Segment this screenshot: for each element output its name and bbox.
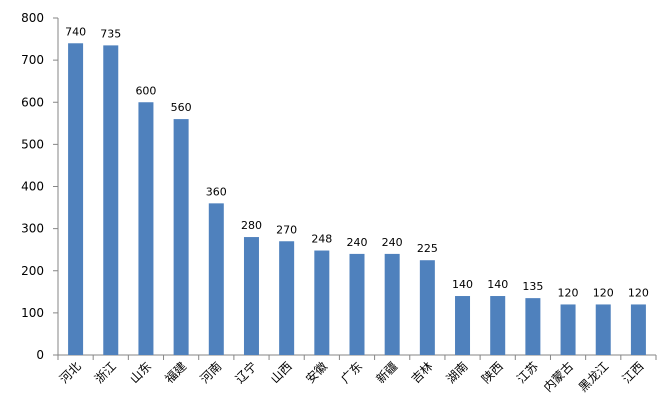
y-axis: 0 100 200 300 400 500 600 700 800: [21, 11, 59, 362]
data-label: 225: [417, 242, 438, 255]
category-labels: 河北 浙江 山东 福建 河南 辽宁 山西 安徽 广东 新疆 吉林 湖南 陕西 江苏 内蒙古 黑龙江 江西: [57, 359, 647, 395]
category-label: 安徽: [302, 359, 330, 387]
bar: [208, 203, 224, 355]
bar: [490, 296, 506, 355]
y-tick-label: 400: [21, 180, 44, 194]
category-label: 山东: [127, 359, 154, 386]
category-label: 浙江: [92, 359, 119, 386]
data-label: 560: [171, 101, 192, 114]
bar: [314, 250, 330, 355]
bar: [243, 237, 259, 355]
data-label: 240: [347, 236, 368, 249]
y-tick-label: 700: [21, 53, 44, 67]
y-tick-label: 800: [21, 11, 44, 25]
bar: [68, 43, 84, 356]
bar: [595, 304, 611, 355]
data-label: 120: [593, 286, 614, 299]
category-label: 辽宁: [232, 359, 260, 387]
data-label: 135: [522, 280, 543, 293]
bar: [455, 296, 471, 355]
data-label: 120: [558, 286, 579, 299]
bars: [68, 43, 646, 356]
data-label: 120: [628, 286, 649, 299]
bar: [419, 260, 435, 355]
category-label: 河南: [197, 359, 225, 387]
category-label: 山西: [268, 359, 295, 386]
y-tick-label: 300: [21, 222, 44, 236]
bar: [384, 253, 400, 355]
category-label: 陕西: [478, 359, 506, 387]
bar: [349, 253, 365, 355]
bar: [103, 45, 119, 355]
category-label: 吉林: [409, 359, 436, 386]
data-label: 240: [382, 236, 403, 249]
y-tick-label: 0: [36, 348, 44, 362]
bar: [630, 304, 646, 355]
data-labels: 740 735 600 560 360 280 270 248 240 240 225 140 140 1…: [65, 25, 649, 299]
data-label: 248: [311, 233, 332, 246]
category-label: 湖南: [443, 359, 471, 387]
y-tick-label: 100: [21, 306, 44, 320]
category-label: 内蒙古: [540, 359, 576, 395]
data-label: 735: [100, 27, 121, 40]
category-label: 江西: [620, 359, 647, 386]
bar: [138, 102, 154, 355]
data-label: 140: [487, 278, 508, 291]
data-label: 140: [452, 278, 473, 291]
category-label: 河北: [57, 359, 84, 386]
bar: [173, 119, 189, 355]
category-label: 黑龙江: [576, 359, 611, 394]
bar: [525, 298, 541, 355]
y-tick-label: 600: [21, 95, 44, 109]
data-label: 280: [241, 219, 262, 232]
category-label: 福建: [162, 359, 190, 387]
data-label: 740: [65, 25, 86, 38]
bar: [279, 241, 295, 355]
data-label: 270: [276, 223, 297, 236]
bar: [560, 304, 576, 355]
data-label: 600: [135, 84, 156, 97]
data-label: 360: [206, 185, 227, 198]
category-label: 江苏: [514, 359, 541, 386]
category-label: 广东: [338, 359, 365, 386]
y-tick-label: 500: [21, 137, 44, 151]
y-tick-label: 200: [21, 264, 44, 278]
category-label: 新疆: [373, 359, 401, 387]
